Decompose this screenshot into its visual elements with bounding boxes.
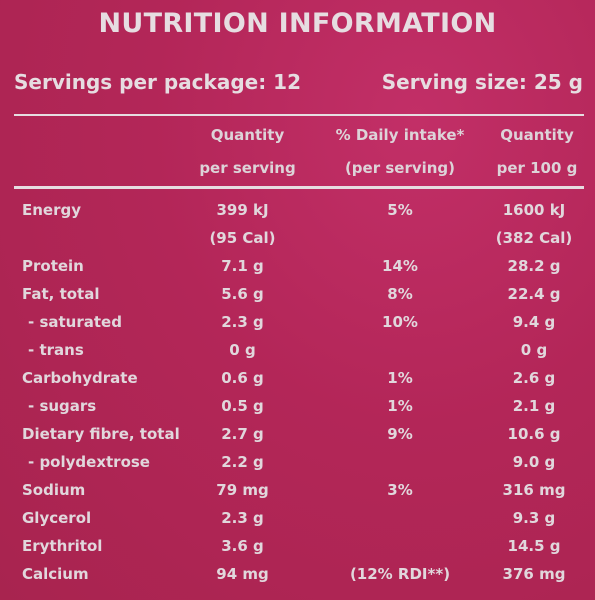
table-row: - saturated 2.3 g 10% 9.4 g [0, 313, 595, 341]
quantity-per-100g: 1600 kJ [502, 201, 566, 219]
quantity-per-serving: 2.7 g [221, 425, 264, 443]
table-row: Fat, total 5.6 g 8% 22.4 g [0, 285, 595, 313]
quantity-per-serving: 79 mg [216, 481, 269, 499]
top-divider [14, 114, 584, 116]
table-row: - sugars 0.5 g 1% 2.1 g [0, 397, 595, 425]
quantity-per-100g: 376 mg [502, 565, 566, 583]
quantity-per-100g: 14.5 g [507, 537, 561, 555]
panel-title: NUTRITION INFORMATION [98, 8, 497, 39]
nutrient-name: Fat, total [22, 285, 100, 303]
table-row: Dietary fibre, total 2.7 g 9% 10.6 g [0, 425, 595, 453]
header-quantity-per-serving-line2: per serving [199, 159, 296, 177]
serving-size: Serving size: 25 g [381, 70, 583, 94]
nutrient-name: Erythritol [22, 537, 103, 555]
servings-per-package: Servings per package: 12 [14, 70, 301, 94]
quantity-per-100g: 2.1 g [512, 397, 556, 415]
quantity-per-serving: 2.3 g [221, 313, 264, 331]
quantity-per-serving: 0 g [229, 341, 256, 359]
nutrient-name: Sodium [22, 481, 86, 499]
table-row: - polydextrose 2.2 g 9.0 g [0, 453, 595, 481]
nutrient-name: - saturated [28, 313, 122, 331]
table-row: (95 Cal) (382 Cal) [0, 229, 595, 257]
daily-intake: 5% [387, 201, 413, 219]
quantity-per-serving: 2.2 g [221, 453, 264, 471]
header-quantity-per-100g-line1: Quantity [500, 126, 574, 144]
table-row: Sodium 79 mg 3% 316 mg [0, 481, 595, 509]
quantity-per-100g: 0 g [520, 341, 548, 359]
quantity-per-100g: 9.4 g [512, 313, 556, 331]
nutrient-name: Dietary fibre, total [22, 425, 180, 443]
daily-intake: 1% [387, 369, 413, 387]
quantity-per-serving: 0.6 g [221, 369, 264, 387]
quantity-per-serving: 94 mg [216, 565, 269, 583]
quantity-per-100g: 316 mg [502, 481, 566, 499]
table-row: Glycerol 2.3 g 9.3 g [0, 509, 595, 537]
quantity-per-serving: 0.5 g [221, 397, 264, 415]
header-quantity-per-serving-line1: Quantity [210, 126, 285, 144]
quantity-per-100g: (382 Cal) [495, 229, 573, 247]
table-row: Calcium 94 mg (12% RDI**) 376 mg [0, 565, 595, 593]
nutrient-name: - sugars [28, 397, 97, 415]
nutrient-name: Glycerol [22, 509, 92, 527]
quantity-per-100g: 2.6 g [512, 369, 556, 387]
nutrient-name: Protein [22, 257, 84, 275]
quantity-per-100g: 9.3 g [512, 509, 556, 527]
daily-intake: 8% [387, 285, 413, 303]
daily-intake: 14% [382, 257, 418, 275]
quantity-per-serving: 7.1 g [221, 257, 264, 275]
nutrient-name: Calcium [22, 565, 89, 583]
nutrient-name: - polydextrose [28, 453, 150, 471]
quantity-per-100g: 10.6 g [507, 425, 561, 443]
daily-intake: 10% [382, 313, 418, 331]
daily-intake: (12% RDI**) [349, 565, 451, 583]
nutrient-name: - trans [28, 341, 84, 359]
nutrient-name: Carbohydrate [22, 369, 138, 387]
quantity-per-serving: 399 kJ [216, 201, 269, 219]
nutrient-name: Energy [22, 201, 82, 219]
header-daily-intake-line2: (per serving) [344, 159, 456, 177]
quantity-per-100g: 22.4 g [507, 285, 561, 303]
table-row: Carbohydrate 0.6 g 1% 2.6 g [0, 369, 595, 397]
daily-intake: 1% [387, 397, 413, 415]
quantity-per-100g: 9.0 g [512, 453, 556, 471]
header-quantity-per-100g-line2: per 100 g [496, 159, 578, 177]
quantity-per-serving: 3.6 g [221, 537, 264, 555]
quantity-per-serving: (95 Cal) [209, 229, 276, 247]
header-divider [14, 186, 584, 189]
quantity-per-serving: 2.3 g [221, 509, 264, 527]
daily-intake: 3% [387, 481, 413, 499]
table-row: Protein 7.1 g 14% 28.2 g [0, 257, 595, 285]
table-row: Energy 399 kJ 5% 1600 kJ [0, 201, 595, 229]
quantity-per-serving: 5.6 g [221, 285, 264, 303]
header-daily-intake-line1: % Daily intake* [335, 126, 465, 144]
table-row: Erythritol 3.6 g 14.5 g [0, 537, 595, 565]
quantity-per-100g: 28.2 g [507, 257, 561, 275]
table-row: - trans 0 g 0 g [0, 341, 595, 369]
daily-intake: 9% [387, 425, 413, 443]
